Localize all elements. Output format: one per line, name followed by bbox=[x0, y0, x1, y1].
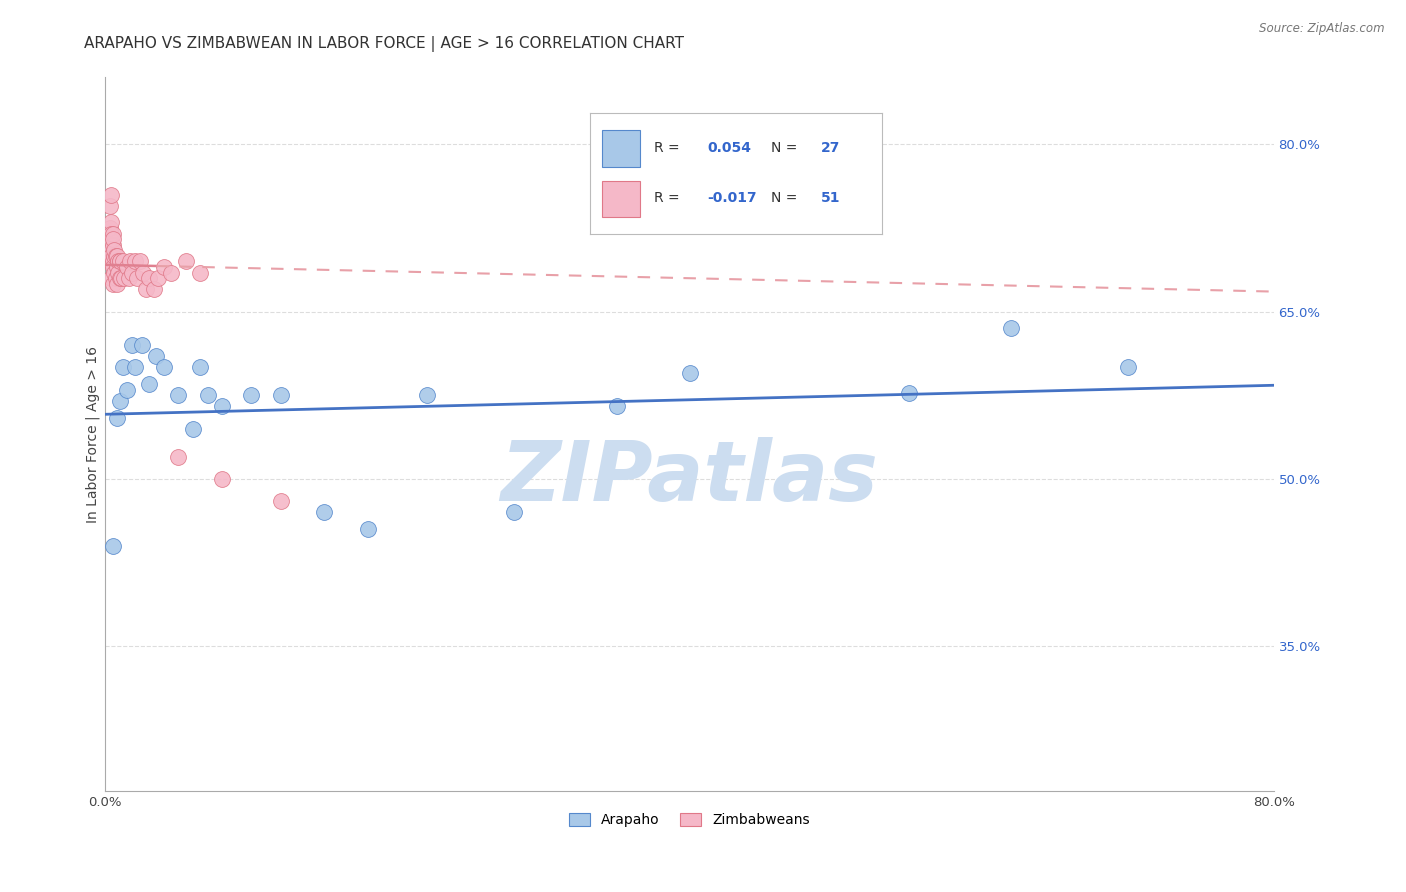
Point bbox=[108, 254, 131, 268]
Point bbox=[314, 505, 336, 519]
Point bbox=[105, 260, 128, 274]
Point bbox=[111, 254, 134, 268]
Point bbox=[101, 227, 124, 241]
Point bbox=[415, 388, 437, 402]
Point bbox=[101, 232, 124, 246]
Point bbox=[121, 338, 143, 352]
Text: ARAPAHO VS ZIMBABWEAN IN LABOR FORCE | AGE > 16 CORRELATION CHART: ARAPAHO VS ZIMBABWEAN IN LABOR FORCE | A… bbox=[84, 36, 685, 52]
Point bbox=[100, 187, 122, 202]
Point bbox=[100, 271, 122, 285]
Point bbox=[138, 377, 160, 392]
Point bbox=[108, 393, 131, 408]
Point bbox=[270, 388, 292, 402]
Point bbox=[188, 360, 211, 375]
Point bbox=[101, 539, 124, 553]
Point bbox=[112, 271, 135, 285]
Point bbox=[103, 266, 125, 280]
Point bbox=[127, 271, 149, 285]
Point bbox=[174, 254, 197, 268]
Point bbox=[111, 360, 134, 375]
Point bbox=[211, 472, 233, 486]
Point bbox=[107, 266, 129, 280]
Point bbox=[108, 254, 131, 268]
Point bbox=[145, 349, 167, 363]
Point bbox=[108, 271, 131, 285]
Point bbox=[678, 366, 700, 380]
Point bbox=[110, 271, 132, 285]
Point bbox=[270, 494, 292, 508]
Point bbox=[104, 249, 127, 263]
Point bbox=[117, 260, 139, 274]
Point bbox=[152, 360, 174, 375]
Point bbox=[129, 254, 152, 268]
Point bbox=[100, 244, 122, 258]
Point bbox=[107, 254, 129, 268]
Point bbox=[105, 249, 128, 263]
Point bbox=[605, 400, 627, 414]
Point bbox=[98, 232, 121, 246]
Point bbox=[357, 522, 380, 536]
Point bbox=[101, 254, 124, 268]
Point bbox=[146, 271, 169, 285]
Point bbox=[117, 383, 139, 397]
Point bbox=[100, 249, 122, 263]
Point bbox=[160, 266, 183, 280]
Point bbox=[98, 254, 121, 268]
Legend: Arapaho, Zimbabweans: Arapaho, Zimbabweans bbox=[562, 806, 817, 834]
Point bbox=[101, 260, 124, 274]
Point bbox=[135, 282, 157, 296]
Y-axis label: In Labor Force | Age > 16: In Labor Force | Age > 16 bbox=[86, 346, 100, 523]
Point bbox=[98, 221, 121, 235]
Point bbox=[152, 260, 174, 274]
Point bbox=[197, 388, 219, 402]
Point bbox=[105, 410, 128, 425]
Point bbox=[100, 227, 122, 241]
Point bbox=[103, 249, 125, 263]
Text: ZIPatlas: ZIPatlas bbox=[501, 437, 879, 517]
Point bbox=[897, 386, 920, 401]
Point bbox=[124, 254, 146, 268]
Point bbox=[131, 338, 153, 352]
Point bbox=[167, 450, 190, 464]
Point bbox=[167, 388, 190, 402]
Point bbox=[103, 244, 125, 258]
Point bbox=[100, 215, 122, 229]
Point bbox=[101, 237, 124, 252]
Point bbox=[503, 505, 526, 519]
Point bbox=[132, 266, 155, 280]
Point bbox=[181, 422, 204, 436]
Point bbox=[101, 277, 124, 291]
Point bbox=[121, 266, 143, 280]
Point bbox=[211, 400, 233, 414]
Point bbox=[124, 360, 146, 375]
Point bbox=[118, 271, 141, 285]
Point bbox=[142, 282, 165, 296]
Point bbox=[1116, 360, 1139, 375]
Point bbox=[188, 266, 211, 280]
Text: Source: ZipAtlas.com: Source: ZipAtlas.com bbox=[1260, 22, 1385, 36]
Point bbox=[1000, 321, 1022, 335]
Point bbox=[138, 271, 160, 285]
Point bbox=[98, 199, 121, 213]
Point bbox=[105, 277, 128, 291]
Point bbox=[104, 271, 127, 285]
Point bbox=[120, 254, 142, 268]
Point bbox=[240, 388, 263, 402]
